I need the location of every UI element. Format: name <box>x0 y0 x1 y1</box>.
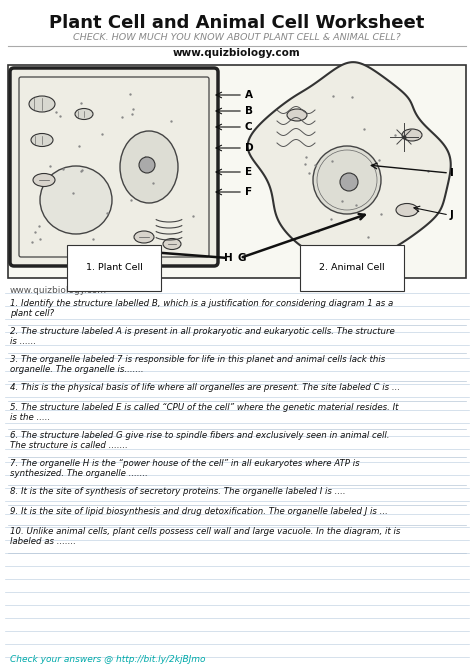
Text: C: C <box>245 122 253 132</box>
Ellipse shape <box>139 157 155 173</box>
Text: 10. Unlike animal cells, plant cells possess cell wall and large vacuole. In the: 10. Unlike animal cells, plant cells pos… <box>10 527 401 547</box>
Ellipse shape <box>340 173 358 191</box>
Ellipse shape <box>163 239 181 249</box>
Ellipse shape <box>29 96 55 112</box>
Bar <box>8 65 466 278</box>
Text: 7. The organelle H is the “power house of the cell” in all eukaryotes where ATP : 7. The organelle H is the “power house o… <box>10 459 360 478</box>
Text: 1. Plant Cell: 1. Plant Cell <box>86 263 142 273</box>
Text: 9. It is the site of lipid biosynthesis and drug detoxification. The organelle l: 9. It is the site of lipid biosynthesis … <box>10 507 388 516</box>
Ellipse shape <box>287 109 307 121</box>
Ellipse shape <box>134 231 154 243</box>
Text: 3. The organelle labeled 7 is responsible for life in this planet and animal cel: 3. The organelle labeled 7 is responsibl… <box>10 355 385 375</box>
Text: www.quizbiology.com: www.quizbiology.com <box>173 48 301 58</box>
Text: 4. This is the physical basis of life where all organelles are present. The site: 4. This is the physical basis of life wh… <box>10 383 400 392</box>
Text: D: D <box>245 143 254 153</box>
Text: I: I <box>450 168 454 178</box>
Ellipse shape <box>396 204 418 216</box>
Text: A: A <box>245 90 253 100</box>
Ellipse shape <box>75 109 93 119</box>
Ellipse shape <box>402 129 422 141</box>
Ellipse shape <box>31 133 53 147</box>
Text: H: H <box>224 253 233 263</box>
Text: 5. The structure labeled E is called “CPU of the cell” where the genetic materia: 5. The structure labeled E is called “CP… <box>10 403 399 422</box>
Ellipse shape <box>33 174 55 186</box>
Text: CHECK. HOW MUCH YOU KNOW ABOUT PLANT CELL & ANIMAL CELL?: CHECK. HOW MUCH YOU KNOW ABOUT PLANT CEL… <box>73 33 401 42</box>
Text: 2. The structure labeled A is present in all prokaryotic and eukaryotic cells. T: 2. The structure labeled A is present in… <box>10 327 395 346</box>
Text: B: B <box>245 106 253 116</box>
Text: Plant Cell and Animal Cell Worksheet: Plant Cell and Animal Cell Worksheet <box>49 14 425 32</box>
Ellipse shape <box>40 166 112 234</box>
Text: 2. Animal Cell: 2. Animal Cell <box>319 263 385 273</box>
Text: Check your answers @ http://bit.ly/2kjBJmo: Check your answers @ http://bit.ly/2kjBJ… <box>10 655 206 665</box>
Text: J: J <box>450 210 454 220</box>
Text: F: F <box>245 187 252 197</box>
Text: 1. Identify the structure labelled B, which is a justification for considering d: 1. Identify the structure labelled B, wh… <box>10 299 393 318</box>
Text: E: E <box>245 167 252 177</box>
Text: G: G <box>238 253 246 263</box>
Text: 6. The structure labeled G give rise to spindle fibers and exclusively seen in a: 6. The structure labeled G give rise to … <box>10 431 390 450</box>
Text: www.quizbiology.com: www.quizbiology.com <box>10 286 107 295</box>
Polygon shape <box>248 62 451 252</box>
FancyBboxPatch shape <box>10 68 218 266</box>
Ellipse shape <box>313 146 381 214</box>
Ellipse shape <box>120 131 178 203</box>
Text: 8. It is the site of synthesis of secretory proteins. The organelle labeled I is: 8. It is the site of synthesis of secret… <box>10 487 346 496</box>
